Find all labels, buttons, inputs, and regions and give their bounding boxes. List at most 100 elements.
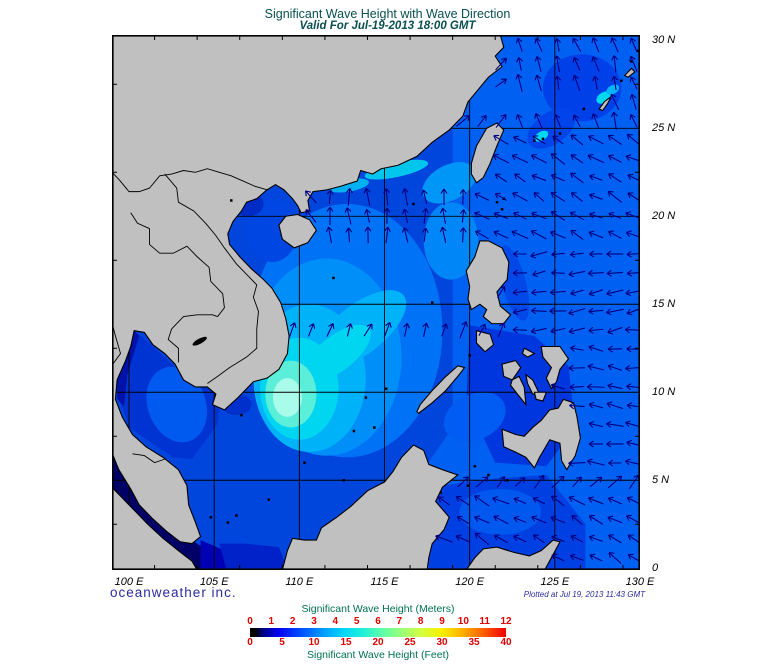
- land-borneo: [281, 444, 459, 570]
- sea-patch-karimata: [219, 543, 288, 569]
- land-sumatra: [112, 486, 198, 570]
- land-okinawa: [598, 96, 612, 112]
- legend-tick: 30: [436, 637, 448, 648]
- islet: [226, 521, 230, 524]
- legend-tick: 0: [247, 616, 253, 627]
- islet: [505, 479, 509, 482]
- islet: [620, 79, 623, 83]
- sea-patch-gulf-thailand-center: [146, 366, 207, 443]
- islet: [637, 49, 640, 53]
- sea-patch-luzon-west: [423, 202, 479, 280]
- page-title: Significant Wave Height with Wave Direct…: [264, 7, 511, 21]
- lake-tonle-sap: [192, 336, 207, 346]
- islet: [267, 498, 270, 501]
- legend-tick: 20: [372, 637, 384, 648]
- islet: [500, 208, 504, 211]
- islet: [303, 461, 306, 464]
- legend-tick: 8: [417, 616, 424, 627]
- sea-patch-celebes-center: [459, 489, 542, 535]
- map-frame-and-ticks: [112, 35, 640, 570]
- legend-tick: 5: [353, 616, 360, 627]
- islet: [487, 473, 490, 477]
- land-panay: [501, 359, 522, 381]
- legend-tick: 9: [439, 616, 445, 627]
- legend-tick: 12: [500, 616, 512, 627]
- lakes: [192, 336, 207, 346]
- land-sulawesi: [465, 539, 561, 570]
- legend-tick: 10: [308, 637, 320, 648]
- oceanweather-logo-text: oceanweather inc.: [110, 585, 237, 600]
- legend-tick: 35: [468, 637, 480, 648]
- lat-label: 30 N: [652, 34, 676, 47]
- sea-patch-tonkin: [246, 198, 298, 263]
- lon-label: 110 E: [285, 576, 314, 588]
- islet: [473, 464, 477, 468]
- wave-direction-arrows: [288, 37, 640, 564]
- land-luzon: [465, 240, 512, 325]
- islet: [582, 107, 586, 111]
- legend-tick: 0: [247, 637, 253, 648]
- islet: [558, 132, 562, 135]
- legend-tick: 7: [396, 616, 403, 627]
- lat-label: 5 N: [652, 474, 670, 487]
- legend-tick: 10: [457, 616, 469, 627]
- islet: [209, 516, 213, 519]
- border-china-vietnam: [112, 168, 268, 193]
- land-asia-mainland: [112, 35, 505, 545]
- border-thailand-myanmar: [112, 249, 122, 386]
- legend-colorbar-gradient: [250, 628, 506, 637]
- lat-label: 15 N: [652, 298, 676, 311]
- legend-ticks-meters: 0 1 2 3 4 5 6 7 8 9 10 11 12: [247, 616, 511, 628]
- lon-label: 125 E: [540, 576, 570, 588]
- plotted-timestamp: Plotted at Jul 19, 2013 11:43 GMT: [523, 590, 645, 599]
- islet: [431, 301, 434, 304]
- sea-patch-hongkong-coastal: [364, 159, 429, 180]
- islet: [439, 491, 443, 494]
- lon-label: 105 E: [199, 576, 229, 588]
- islet: [373, 426, 376, 429]
- lon-label: 100 E: [114, 576, 144, 588]
- border-thailand-malaysia: [132, 453, 165, 464]
- legend-ticks-feet: 0 5 10 15 20 25 30 35 40: [247, 637, 511, 649]
- land-hainan: [278, 213, 318, 249]
- lat-label: 10 N: [652, 386, 676, 399]
- islet: [541, 137, 545, 141]
- land-bohol: [533, 391, 548, 402]
- islet: [332, 276, 335, 280]
- lon-label: 115 E: [370, 576, 399, 588]
- land-taiwan: [470, 122, 505, 184]
- legend-tick: 3: [311, 616, 317, 627]
- islet: [495, 200, 499, 204]
- border-vietnam-west: [164, 173, 259, 384]
- legend-tick: 25: [404, 637, 416, 648]
- islet: [364, 396, 368, 399]
- land-amami: [623, 67, 636, 78]
- land-masbate: [521, 347, 536, 358]
- islet: [466, 484, 470, 487]
- islet: [630, 60, 633, 63]
- legend-tick: 2: [289, 616, 296, 627]
- sea-patch-scs-core: [272, 378, 302, 417]
- lat-label: 0: [652, 562, 659, 575]
- border-laos-thailand: [130, 212, 225, 317]
- legend-title-meters: Significant Wave Height (Meters): [301, 603, 455, 615]
- legend-tick: 15: [340, 637, 352, 648]
- islet: [352, 429, 356, 433]
- land-mindoro: [475, 329, 495, 353]
- sea-patch-scs-tongue2: [302, 324, 371, 383]
- islet: [468, 354, 471, 357]
- valid-time-subtitle: Valid For Jul-19-2013 18:00 GMT: [299, 20, 476, 32]
- islet: [342, 479, 345, 482]
- legend-tick: 40: [500, 637, 512, 648]
- border-cambodia-north: [171, 314, 218, 330]
- lat-label: 25 N: [652, 122, 676, 135]
- sea-patch-sulu-center: [443, 392, 506, 442]
- islet: [412, 202, 415, 206]
- islet: [385, 387, 388, 391]
- legend-tick: 6: [375, 616, 381, 627]
- islet: [230, 199, 233, 202]
- legend-tick: 4: [332, 616, 339, 627]
- border-cambodia-west: [167, 328, 179, 363]
